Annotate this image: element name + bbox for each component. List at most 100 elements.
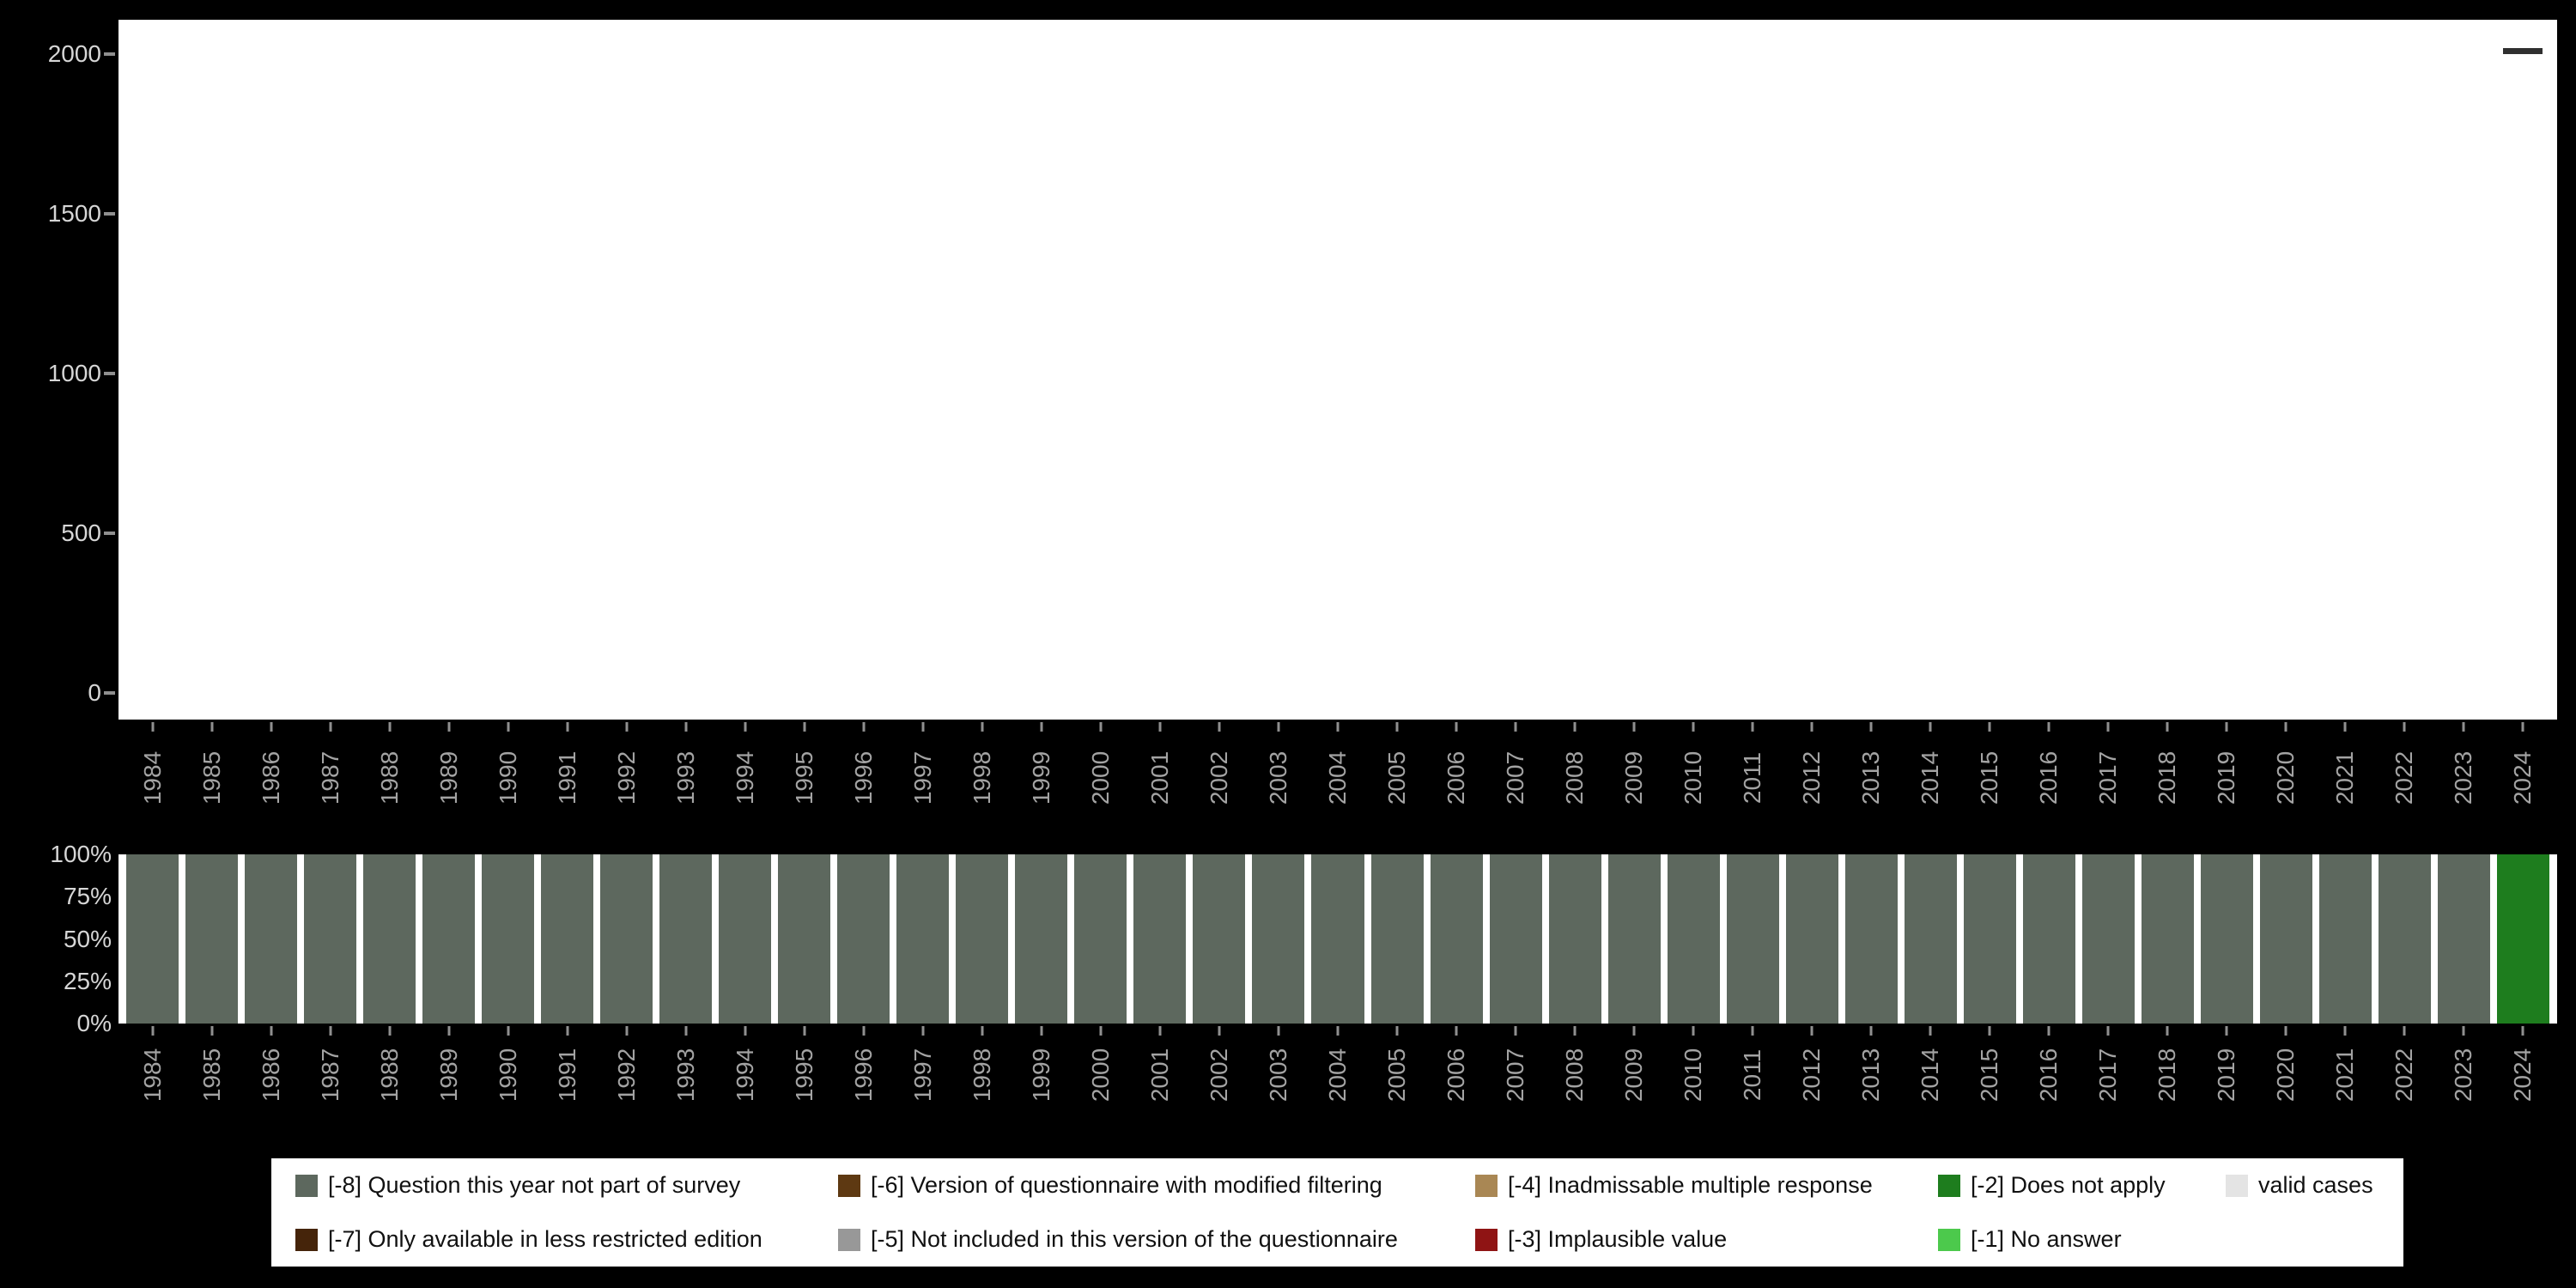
bar-2018 — [2141, 854, 2194, 1024]
bottom-x-tick-2016 — [2047, 1026, 2050, 1036]
bottom-x-label-2001: 2001 — [1145, 1048, 1173, 1103]
top-chart-plot-area — [118, 20, 2557, 720]
legend-swatch — [295, 1228, 318, 1251]
top-x-tick-2016 — [2047, 722, 2050, 732]
top-x-tick-1988 — [388, 722, 392, 732]
legend-label: [-8] Question this year not part of surv… — [328, 1172, 741, 1198]
y-axis-tick-1000 — [104, 372, 115, 375]
bottom-x-tick-1992 — [625, 1026, 629, 1036]
bottom-x-label-2024: 2024 — [2509, 1048, 2537, 1103]
bar-1995 — [778, 854, 831, 1024]
bar-2021 — [2318, 854, 2372, 1024]
bottom-x-label-2016: 2016 — [2035, 1048, 2063, 1103]
bottom-x-label-1992: 1992 — [612, 1048, 640, 1103]
bottom-x-tick-1988 — [388, 1026, 392, 1036]
bottom-x-label-2009: 2009 — [1620, 1048, 1648, 1103]
bottom-x-label-2023: 2023 — [2450, 1048, 2477, 1103]
legend-label: [-6] Version of questionnaire with modif… — [871, 1172, 1382, 1198]
bottom-x-label-1990: 1990 — [494, 1048, 521, 1103]
top-x-tick-1995 — [803, 722, 806, 732]
bar-1998 — [956, 854, 1009, 1024]
legend-swatch — [838, 1174, 860, 1197]
bottom-x-label-2018: 2018 — [2154, 1048, 2181, 1103]
bottom-x-label-2012: 2012 — [1798, 1048, 1826, 1103]
legend-item: [-4] Inadmissable multiple response — [1475, 1172, 1938, 1199]
bar-1987 — [304, 854, 357, 1024]
top-x-tick-2015 — [1988, 722, 1991, 732]
top-x-tick-2000 — [1099, 722, 1103, 732]
legend-item: valid cases — [2226, 1172, 2403, 1199]
bottom-x-label-2022: 2022 — [2391, 1048, 2418, 1103]
legend-swatch — [2226, 1174, 2248, 1197]
legend-swatch — [295, 1174, 318, 1197]
top-x-tick-1996 — [862, 722, 866, 732]
top-x-tick-2021 — [2343, 722, 2347, 732]
bar-2005 — [1370, 854, 1424, 1024]
bottom-x-label-2020: 2020 — [2272, 1048, 2300, 1103]
bar-1984 — [126, 854, 179, 1024]
bottom-x-label-1993: 1993 — [671, 1048, 699, 1103]
legend-label: [-5] Not included in this version of the… — [871, 1226, 1398, 1252]
bar-1993 — [659, 854, 713, 1024]
top-x-tick-2022 — [2403, 722, 2406, 732]
bar-2014 — [1904, 854, 1957, 1024]
top-x-tick-2005 — [1395, 722, 1399, 732]
bar-2015 — [1963, 854, 2016, 1024]
bar-2003 — [1252, 854, 1305, 1024]
bottom-x-tick-2006 — [1455, 1026, 1458, 1036]
bar-1990 — [482, 854, 535, 1024]
top-x-tick-1986 — [270, 722, 273, 732]
bar-2010 — [1667, 854, 1720, 1024]
bar-2020 — [2259, 854, 2312, 1024]
bottom-x-tick-2007 — [1514, 1026, 1517, 1036]
bottom-x-label-1994: 1994 — [731, 1048, 758, 1103]
legend-item: [-3] Implausible value — [1475, 1226, 1938, 1253]
bottom-x-label-1998: 1998 — [968, 1048, 995, 1103]
legend-label: [-7] Only available in less restricted e… — [328, 1226, 762, 1252]
bar-1989 — [422, 854, 476, 1024]
bottom-x-tick-2003 — [1277, 1026, 1280, 1036]
bar-1986 — [245, 854, 298, 1024]
top-x-tick-1998 — [981, 722, 984, 732]
top-x-tick-2004 — [1336, 722, 1340, 732]
bottom-x-label-2010: 2010 — [1680, 1048, 1707, 1103]
percent-label-75: 75% — [63, 883, 112, 910]
bottom-x-label-1997: 1997 — [908, 1048, 936, 1103]
y-axis-tick-500 — [104, 532, 115, 535]
bar-2007 — [1489, 854, 1542, 1024]
y-axis-label-2000: 2000 — [47, 40, 101, 67]
top-x-tick-2017 — [2106, 722, 2110, 732]
bottom-x-tick-2002 — [1218, 1026, 1221, 1036]
bar-2008 — [1548, 854, 1601, 1024]
bottom-x-label-2006: 2006 — [1443, 1048, 1470, 1103]
bottom-x-label-2019: 2019 — [2213, 1048, 2240, 1103]
legend-label: [-2] Does not apply — [1971, 1172, 2166, 1198]
y-axis-label-0: 0 — [88, 679, 101, 706]
bar-2001 — [1133, 854, 1187, 1024]
bottom-x-tick-1997 — [921, 1026, 925, 1036]
bottom-x-label-2021: 2021 — [2331, 1048, 2359, 1103]
bar-2016 — [2022, 854, 2075, 1024]
bar-2013 — [1844, 854, 1898, 1024]
bar-2011 — [1726, 854, 1779, 1024]
legend-item: [-8] Question this year not part of surv… — [295, 1172, 838, 1199]
bar-2002 — [1193, 854, 1246, 1024]
bottom-x-tick-1995 — [803, 1026, 806, 1036]
top-x-tick-1984 — [151, 722, 154, 732]
bottom-x-label-2002: 2002 — [1205, 1048, 1232, 1103]
bar-2006 — [1430, 854, 1483, 1024]
bar-1991 — [541, 854, 594, 1024]
y-axis-tick-1500 — [104, 212, 115, 216]
bottom-x-label-2014: 2014 — [1917, 1048, 1944, 1103]
top-x-tick-1992 — [625, 722, 629, 732]
legend-item: [-6] Version of questionnaire with modif… — [838, 1172, 1475, 1199]
bottom-x-tick-2018 — [2166, 1026, 2169, 1036]
bottom-x-label-2007: 2007 — [1502, 1048, 1529, 1103]
bar-2012 — [1785, 854, 1838, 1024]
legend-label: valid cases — [2258, 1172, 2373, 1198]
top-x-tick-2002 — [1218, 722, 1221, 732]
